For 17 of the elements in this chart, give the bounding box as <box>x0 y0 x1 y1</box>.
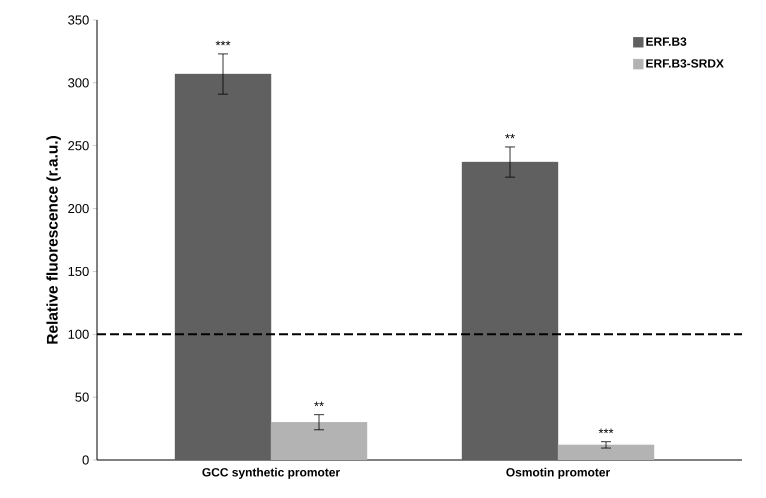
annotation: ** <box>505 134 515 138</box>
annotation: ** <box>314 402 324 406</box>
y-tick-label: 150 <box>68 266 89 276</box>
y-tick-label: 350 <box>68 15 89 25</box>
y-tick-label: 0 <box>82 455 89 465</box>
x-tick-label: Osmotin promoter <box>506 468 610 479</box>
annotation: *** <box>216 40 230 46</box>
annotation: *** <box>598 428 614 434</box>
y-tick-label: 50 <box>75 392 89 402</box>
y-tick-label: 250 <box>68 141 89 150</box>
x-tick-label: GCC synthetic promoter <box>202 468 340 479</box>
y-tick-label: 100 <box>68 330 89 339</box>
legend-label: ERF.B3 <box>646 37 686 46</box>
y-axis-title: Relative fluorescence (r.a.u.) <box>46 136 61 344</box>
y-tick-label: 300 <box>68 78 89 88</box>
y-tick-label: 200 <box>68 204 89 214</box>
legend-label: ERF.B3-SRDX <box>646 59 724 68</box>
